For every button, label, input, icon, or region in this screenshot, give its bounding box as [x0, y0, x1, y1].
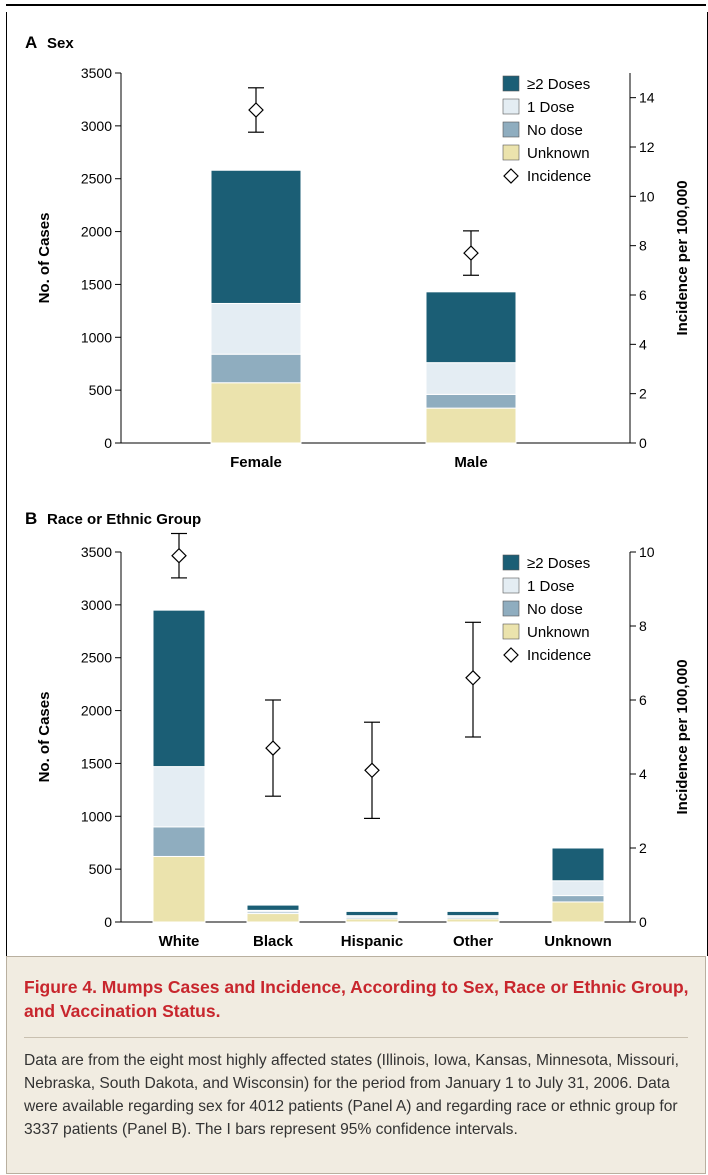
panel-b-y-tick-label: 3000 [81, 597, 112, 613]
panel-b-category-label-hispanic: Hispanic [341, 933, 404, 950]
panel-b-bar-unknown-unknown [551, 901, 605, 923]
panel-a-bar-female-unknown [210, 382, 302, 444]
panel-b-y-tick-label: 2000 [81, 703, 112, 719]
panel-a-y2-label: Incidence per 100,000 [674, 180, 691, 335]
panel-b-legend-swatch-unknown [502, 623, 520, 640]
panel-b-legend-diamond-icon [503, 647, 519, 663]
panel-b-legend-label-ge2-doses: ≥2 Doses [527, 555, 590, 572]
top-rule [6, 4, 706, 6]
panel-b-bar-unknown-no-dose [551, 895, 605, 903]
panel-b-letter: B [25, 509, 37, 528]
panel-a-legend-swatch-no-dose [502, 121, 520, 138]
panel-a-legend-swatch-1-dose [502, 98, 520, 115]
panel-b-category-label-other: Other [453, 933, 493, 950]
panel-a-y-tick-label: 500 [89, 382, 113, 398]
panel-b-y2-tick-label: 4 [639, 766, 647, 782]
panel-b-legend-label-no-dose: No dose [527, 601, 583, 618]
panel-a-y2-tick-label: 10 [639, 188, 655, 204]
panel-a-y-tick-label: 3000 [81, 118, 112, 134]
panel-a-incidence-point-female [248, 102, 264, 118]
panel-b-y-label: No. of Cases [36, 692, 53, 783]
panel-a-y2-tick-label: 8 [639, 238, 647, 254]
panel-a-y2-tick-label: 6 [639, 287, 647, 303]
panel-b-bar-other-ge2-doses [446, 910, 500, 917]
panel-b-legend-label-1-dose: 1 Dose [527, 578, 575, 595]
panel-a-bar-male-unknown [425, 407, 517, 444]
panel-a-legend-label-1-dose: 1 Dose [527, 99, 575, 116]
panel-b-y2-tick-label: 6 [639, 692, 647, 708]
panel-b-bar-black-unknown [246, 913, 300, 923]
panel-a-y2-tick-label: 0 [639, 435, 647, 451]
panel-b-bar-unknown-ge2-doses [551, 847, 605, 882]
panel-a-y-label: No. of Cases [36, 213, 53, 304]
panel-a-legend-label-no-dose: No dose [527, 122, 583, 139]
panel-b-legend-label-unknown: Unknown [527, 624, 590, 641]
panel-b-y-tick-label: 3500 [81, 544, 112, 560]
panel-a-legend-diamond-icon [503, 168, 519, 184]
panel-b-bar-unknown-1-dose [551, 880, 605, 897]
panel-b-y-tick-label: 0 [104, 914, 112, 930]
panel-b-category-label-white: White [159, 933, 200, 950]
panel-b-bar-hispanic-ge2-doses [345, 910, 399, 917]
panel-b-y2-tick-label: 8 [639, 618, 647, 634]
panel-b-category-label-unknown: Unknown [544, 933, 612, 950]
caption-body: Data are from the eight most highly affe… [24, 1052, 679, 1138]
panel-a-y2-tick-label: 14 [639, 90, 655, 106]
figure-charts: A Sex050010001500200025003000350002468101… [25, 33, 691, 950]
panel-a-title: Sex [47, 35, 74, 52]
panel-b-legend-label-incidence: Incidence [527, 647, 591, 664]
figure-caption: Figure 4. Mumps Cases and Incidence, Acc… [6, 956, 706, 1174]
panel-b-incidence-point-black [265, 740, 281, 756]
panel-a-bar-male-1-dose [425, 362, 517, 395]
panel-a-letter: A [25, 33, 37, 52]
panel-a-y-tick-label: 2500 [81, 171, 112, 187]
panel-a-y2-tick-label: 12 [639, 139, 655, 155]
panel-b-bar-white-unknown [152, 855, 206, 923]
panel-a-legend-swatch-ge2-doses [502, 75, 520, 92]
panel-b-y2-tick-label: 10 [639, 544, 655, 560]
panel-a-y-tick-label: 0 [104, 435, 112, 451]
panel-a-bar-female-1-dose [210, 302, 302, 355]
panel-a-y-tick-label: 2000 [81, 224, 112, 240]
panel-b-y2-tick-label: 0 [639, 914, 647, 930]
panel-b-incidence-point-white [171, 547, 187, 564]
caption-title: Figure 4. Mumps Cases and Incidence, Acc… [24, 977, 689, 1021]
figure-panels: A Sex 0 500 1000 1500 2000 2500 3000 3500 0 2 4 6 8 10 1… [6, 12, 708, 956]
panel-b-incidence-point-hispanic [364, 762, 380, 779]
panel-a-legend-label-ge2-doses: ≥2 Doses [527, 76, 590, 93]
panel-b-legend-swatch-no-dose [502, 600, 520, 617]
figure-frame: A Sex 0 500 1000 1500 2000 2500 3000 3500 0 2 4 6 8 10 1… [6, 4, 708, 1174]
panel-b-bar-white-ge2-doses [152, 609, 206, 768]
panel-b-legend-swatch-ge2-doses [502, 554, 520, 571]
panel-a-y-tick-label: 3500 [81, 65, 112, 81]
panel-b-legend-swatch-1-dose [502, 577, 520, 594]
panel-a-incidence-point-male [463, 245, 479, 261]
panel-a-legend-label-unknown: Unknown [527, 145, 590, 162]
panel-b-incidence-point-other [465, 669, 481, 686]
panel-a-category-label-female: Female [230, 454, 282, 471]
panel-b-y-tick-label: 1000 [81, 808, 112, 824]
panel-a-bar-female-no-dose [210, 353, 302, 384]
panel-b-title: Race or Ethnic Group [47, 511, 201, 528]
panel-a-y2-tick-label: 2 [639, 386, 647, 402]
panel-a-legend-swatch-unknown [502, 144, 520, 161]
panel-a-y2-tick-label: 4 [639, 336, 647, 352]
panel-b-y-tick-label: 2500 [81, 650, 112, 666]
panel-b-y2-label: Incidence per 100,000 [674, 659, 691, 814]
panel-b-bar-white-1-dose [152, 766, 206, 828]
panel-b-y2-tick-label: 2 [639, 840, 647, 856]
panel-a-legend-label-incidence: Incidence [527, 168, 591, 185]
panel-a-y-tick-label: 1000 [81, 329, 112, 345]
panel-a-category-label-male: Male [454, 454, 487, 471]
panel-b-bar-black-ge2-doses [246, 904, 300, 911]
panel-b-y-tick-label: 500 [89, 861, 113, 877]
panel-a-bar-male-ge2-doses [425, 291, 517, 364]
panel-a-y-tick-label: 1500 [81, 276, 112, 292]
panel-b-bar-white-no-dose [152, 826, 206, 857]
panel-b-y-tick-label: 1500 [81, 755, 112, 771]
caption-divider [24, 1037, 688, 1038]
panel-b-category-label-black: Black [253, 933, 294, 950]
panel-a-bar-male-no-dose [425, 393, 517, 409]
panel-a-bar-female-ge2-doses [210, 169, 302, 304]
